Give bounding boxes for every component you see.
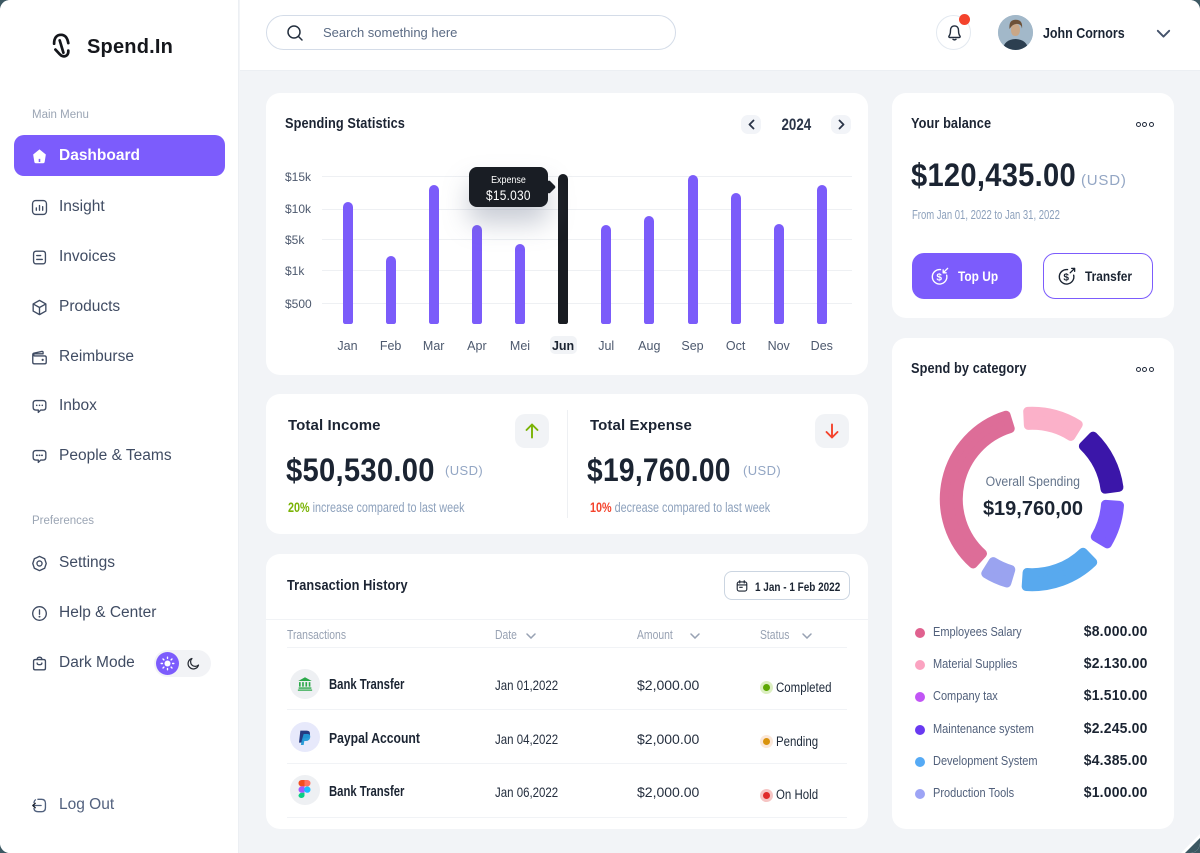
svg-text:$: $ bbox=[936, 272, 942, 283]
svg-text:$: $ bbox=[1063, 272, 1069, 283]
